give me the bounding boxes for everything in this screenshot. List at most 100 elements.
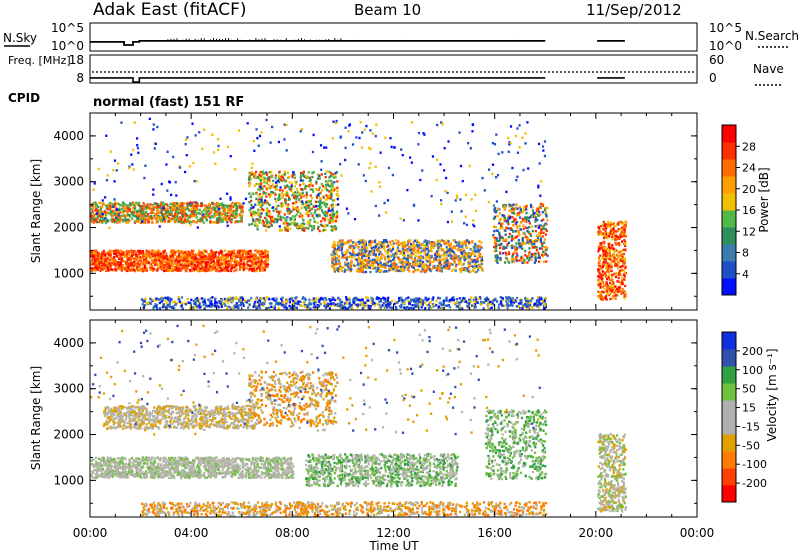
power-scatter [201, 255, 204, 259]
power-scatter [110, 256, 113, 260]
power-scatter [254, 265, 257, 269]
power-scatter [304, 212, 308, 215]
power-scatter [604, 223, 607, 226]
noise-lines [90, 38, 625, 46]
power-scatter [216, 210, 219, 213]
power-scatter [109, 251, 112, 255]
power-scatter [523, 219, 527, 222]
power-scatter [117, 216, 120, 219]
power-scatter [180, 250, 184, 253]
power-scatter [181, 215, 185, 218]
power-scatter [330, 182, 333, 185]
power-scatter [477, 268, 480, 272]
power-scatter [416, 239, 419, 242]
power-scatter [503, 216, 507, 219]
power-scatter [492, 225, 496, 228]
power-scatter [326, 211, 329, 214]
power-scatter [545, 229, 548, 233]
power-scatter [468, 256, 471, 259]
power-scatter [238, 202, 241, 205]
power-scatter [504, 251, 507, 254]
power-scatter [163, 212, 166, 216]
power-scatter [178, 250, 181, 253]
power-scatter [513, 220, 516, 224]
power-scatter [423, 268, 426, 271]
power-scatter [291, 202, 295, 205]
power-scatter [621, 222, 625, 225]
power-scatter [98, 265, 102, 269]
power-scatter [530, 258, 533, 261]
power-scatter [508, 261, 511, 264]
power-scatter [191, 252, 194, 255]
power-scatter [283, 193, 286, 197]
power-scatter [534, 225, 537, 228]
power-scatter [175, 210, 178, 214]
power-scatter [359, 257, 362, 261]
power-scatter [599, 224, 603, 228]
power-scatter [253, 220, 256, 223]
power-scatter [471, 249, 474, 252]
power-scatter [251, 256, 255, 260]
power-scatter [383, 247, 386, 250]
power-scatter [623, 290, 626, 293]
power-scatter [98, 253, 101, 256]
power-scatter [97, 220, 100, 224]
power-scatter [500, 242, 503, 246]
power-scatter [273, 218, 276, 221]
power-scatter [104, 252, 107, 255]
power-scatter [543, 207, 547, 210]
power-scatter [529, 205, 533, 208]
power-scatter [200, 267, 203, 271]
power-scatter [350, 239, 353, 242]
power-scatter [411, 262, 414, 265]
power-scatter [251, 215, 254, 218]
power-scatter [207, 203, 211, 206]
power-scatter [623, 263, 626, 266]
power-scatter [103, 259, 106, 263]
power-scatter [259, 251, 262, 254]
power-scatter [341, 256, 344, 259]
power-scatter [309, 194, 312, 197]
power-scatter [443, 250, 446, 254]
power-scatter [540, 247, 543, 250]
power-scatter [214, 251, 217, 255]
power-scatter [528, 222, 532, 225]
power-scatter [399, 265, 403, 269]
power-scatter [425, 253, 429, 256]
power-scatter [165, 252, 168, 255]
power-scatter [523, 242, 527, 245]
power-scatter [399, 261, 402, 265]
power-scatter [293, 224, 297, 227]
power-scatter [515, 252, 518, 255]
power-scatter [260, 257, 263, 260]
power-scatter [432, 265, 435, 268]
power-scatter [306, 222, 309, 226]
power-scatter [283, 217, 286, 220]
power-scatter [177, 264, 180, 267]
power-scatter [385, 251, 388, 254]
power-scatter [295, 188, 299, 191]
power-scatter [94, 249, 98, 252]
power-scatter [196, 201, 199, 205]
power-scatter [278, 229, 281, 232]
power-scatter [299, 188, 303, 191]
power-scatter [359, 266, 362, 270]
power-scatter [420, 250, 423, 253]
power-scatter [312, 227, 316, 230]
power-scatter [229, 209, 232, 212]
power-scatter [125, 206, 128, 209]
power-scatter [409, 245, 412, 248]
power-scatter [90, 204, 93, 208]
power-scatter [492, 217, 495, 220]
power-scatter [275, 205, 278, 209]
power-scatter [542, 218, 545, 221]
power-scatter [310, 212, 313, 215]
power-scatter [265, 218, 268, 221]
power-scatter [225, 212, 228, 215]
power-scatter [140, 252, 143, 255]
power-scatter [91, 263, 95, 266]
power-scatter [163, 208, 166, 212]
power-scatter [389, 259, 392, 263]
power-scatter [112, 268, 115, 271]
power-scatter [285, 222, 288, 225]
